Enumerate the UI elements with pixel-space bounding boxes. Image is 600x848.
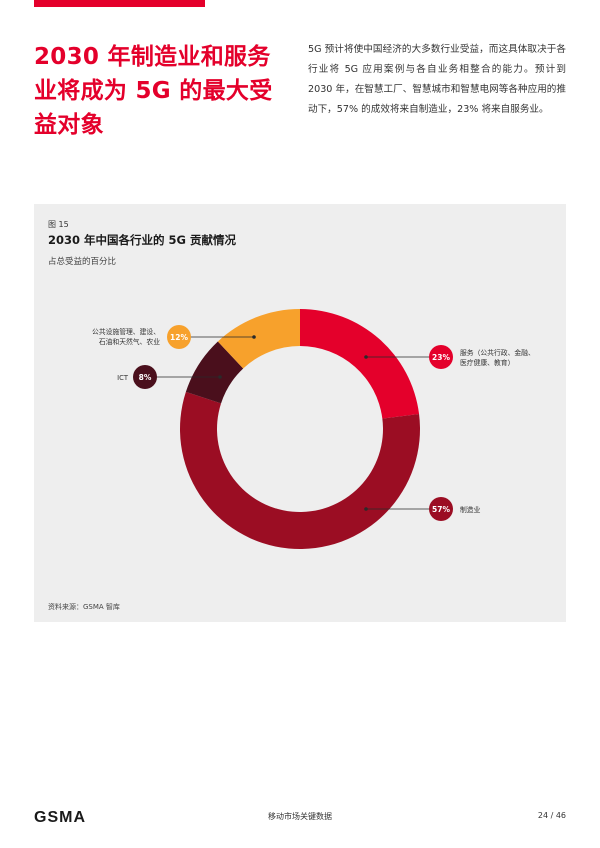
figure-panel: 图 15 2030 年中国各行业的 5G 贡献情况 占总受益的百分比 23% 服务… [34, 204, 566, 622]
value-badge [429, 497, 453, 521]
donut-slice [180, 391, 420, 549]
value-label: 8% [139, 373, 152, 382]
intro-paragraph: 5G 预计将使中国经济的大多数行业受益，而这具体取决于各行业将 5G 应用案例与… [308, 44, 566, 115]
category-label: 服务（公共行政、金融、 [460, 348, 535, 357]
value-label: 12% [170, 333, 188, 342]
donut-slice [217, 309, 300, 369]
value-badge [429, 345, 453, 369]
leader-dot [218, 375, 222, 379]
gsma-logo: GSMA [34, 808, 108, 828]
leader-dot [364, 507, 368, 511]
category-label: 公共设施管理、建设、 [92, 327, 160, 336]
leader-dot [252, 335, 256, 339]
value-label: 23% [432, 353, 450, 362]
category-label: 医疗健康、教育） [460, 358, 514, 367]
value-badge [167, 325, 191, 349]
chart-title: 2030 年中国各行业的 5G 贡献情况 [48, 233, 236, 247]
donut-chart: 23% 服务（公共行政、金融、医疗健康、教育） 57% 制造业 8% ICT 12% 公共设施… [92, 309, 535, 549]
value-badge [133, 365, 157, 389]
source-note: 资料来源：GSMA 智库 [48, 603, 120, 611]
category-label: 制造业 [460, 505, 481, 514]
leader-dot [364, 355, 368, 359]
donut-slice [185, 341, 244, 404]
page-number: 24 / 46 [537, 811, 566, 820]
top-accent-bar [34, 0, 205, 7]
svg-text:GSMA: GSMA [34, 809, 86, 824]
category-label: 石油和天然气、农业 [99, 337, 160, 346]
footer-section-title: 移动市场关键数据 [268, 812, 332, 821]
donut-slice [300, 309, 420, 419]
page-headline: 2030 年制造业和服务业将成为 5G 的最大受益对象 [34, 44, 273, 138]
chart-subtitle: 占总受益的百分比 [48, 257, 117, 267]
figure-number: 图 15 [48, 220, 69, 229]
category-label: ICT [117, 374, 129, 382]
value-label: 57% [432, 505, 450, 514]
